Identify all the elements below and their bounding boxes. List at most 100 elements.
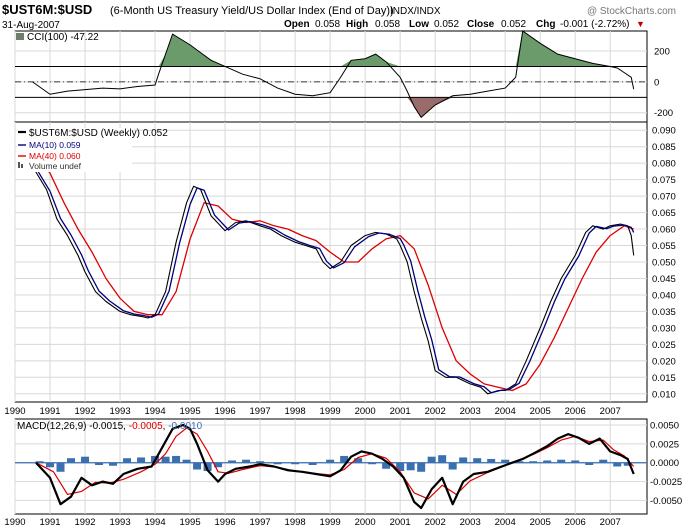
price-y-tick-label: 0.090 [652, 126, 676, 137]
price-x-tick-label: 2001 [390, 406, 411, 417]
macd-histogram-bar [340, 455, 349, 463]
price-y-tick-label: 0.010 [652, 389, 676, 400]
chart-symbol: $UST6M:$USD [2, 2, 92, 17]
price-x-tick-label: 1997 [250, 406, 271, 417]
cci-tick-label: 200 [654, 47, 670, 58]
chg-value: -0.001 (-2.72%) [560, 19, 629, 30]
price-line [32, 166, 635, 395]
macd-legend-sep1: , [123, 421, 129, 432]
macd-x-tick-label: 1995 [179, 517, 200, 528]
macd-histogram-bar [193, 462, 202, 470]
macd-x-axis: 1990 1991 1992 1993 1994 1995 1996 1997 1998 1999… [4, 517, 620, 528]
macd-tick-label: 0.0000 [650, 458, 679, 469]
stockcharts-watermark: @ StockCharts.com [587, 6, 676, 17]
price-x-tick-label: 2006 [565, 406, 586, 417]
cci-legend: CCI(100) -47.22 [27, 32, 99, 43]
price-x-tick-label: 1992 [74, 406, 95, 417]
cci-reference-lines [15, 65, 647, 98]
macd-legend-hist: -0.0010 [168, 421, 202, 432]
macd-x-tick-label: 2005 [530, 517, 551, 528]
macd-line [35, 423, 635, 510]
macd-x-tick-label: 1992 [74, 517, 95, 528]
ma10-line [35, 167, 635, 394]
price-series-group [32, 156, 635, 395]
high-label: High [346, 19, 368, 30]
chg-down-arrow-icon: ▼ [636, 19, 645, 29]
chart-header: $UST6M:$USD (6-Month US Treasury Yield/U… [2, 2, 676, 31]
close-label: Close [467, 19, 495, 30]
macd-legend-sep2: , [163, 421, 169, 432]
price-y-tick-label: 0.070 [652, 192, 676, 203]
volume-legend: Volume undef [29, 161, 82, 171]
ma40-line [35, 156, 634, 392]
macd-histogram-bar [515, 461, 524, 463]
cci-tick-label: -200 [654, 108, 673, 119]
macd-histogram-bar [182, 459, 191, 463]
macd-legend-signal: -0.0005 [129, 421, 163, 432]
macd-tick-label: 0.0050 [650, 421, 679, 432]
macd-histogram-bar [368, 462, 377, 465]
price-y-tick-label: 0.050 [652, 258, 676, 269]
macd-x-tick-label: 1999 [320, 517, 341, 528]
macd-histogram-bar [214, 462, 223, 468]
price-y-tick-label: 0.075 [652, 175, 676, 186]
price-y-tick-label: 0.080 [652, 159, 676, 170]
macd-panel-frame [14, 418, 648, 515]
chart-exchange: INDX/INDX [390, 6, 441, 17]
price-y-tick-label: 0.025 [652, 340, 676, 351]
macd-x-tick-label: 2004 [495, 517, 516, 528]
price-x-tick-label: 1998 [285, 406, 306, 417]
low-label: Low [409, 19, 429, 30]
macd-histogram-bar [56, 462, 65, 472]
price-x-tick-label: 1993 [109, 406, 130, 417]
price-x-tick-label: 2002 [425, 406, 446, 417]
macd-histogram-bar [291, 462, 300, 465]
macd-x-tick-label: 1997 [250, 517, 271, 528]
macd-histogram-bar [623, 462, 632, 466]
price-x-tick-label: 1995 [179, 406, 200, 417]
macd-histogram-bar [67, 458, 76, 463]
macd-histogram-bar [438, 455, 447, 463]
cci-line-group [32, 30, 635, 119]
macd-histogram-bar [585, 462, 594, 465]
macd-x-tick-label: 2006 [565, 517, 586, 528]
macd-tick-label: 0.0025 [650, 439, 679, 450]
macd-histogram-bar [228, 460, 237, 463]
macd-histogram-bar [123, 458, 132, 463]
macd-histogram-bar [529, 461, 538, 463]
price-x-tick-label: 1990 [4, 406, 25, 417]
price-x-tick-label: 1994 [144, 406, 165, 417]
macd-x-tick-label: 1990 [4, 517, 25, 528]
open-value: 0.058 [315, 19, 340, 30]
macd-histogram-bar [459, 457, 468, 463]
macd-histogram-bar [406, 462, 415, 471]
macd-x-tick-label: 1993 [109, 517, 130, 528]
macd-histogram-bar [203, 462, 212, 472]
chart-description: (6-Month US Treasury Yield/US Dollar Ind… [110, 5, 394, 17]
price-x-tick-label: 2005 [530, 406, 551, 417]
price-x-tick-label: 1996 [215, 406, 236, 417]
price-y-axis: 0.090 0.085 0.080 0.075 0.070 0.065 0.060 0.055… [652, 126, 676, 401]
macd-histogram-bar [487, 458, 496, 463]
macd-histogram-bar [382, 462, 391, 469]
low-value: 0.052 [434, 19, 459, 30]
open-label: Open [284, 19, 310, 30]
price-legend-main: $UST6M:$USD (Weekly) 0.052 [29, 128, 168, 139]
macd-histogram-bar [354, 458, 363, 463]
cci-area-fills [32, 31, 634, 118]
macd-panel: 0.0050 0.0025 0.0000 -0.0025 -0.0050 MACD(12… [14, 418, 682, 515]
price-x-tick-label: 2004 [495, 406, 516, 417]
macd-histogram-bar [599, 459, 608, 463]
price-x-tick-label: 2003 [460, 406, 481, 417]
high-value: 0.058 [375, 19, 400, 30]
macd-histogram [15, 455, 647, 472]
macd-histogram-bar [35, 461, 44, 463]
cci-positive-fill [32, 31, 634, 67]
macd-y-axis: 0.0050 0.0025 0.0000 -0.0025 -0.0050 [650, 421, 682, 507]
macd-histogram-bar [242, 459, 251, 463]
price-x-tick-label: 1991 [39, 406, 60, 417]
macd-histogram-bar [81, 456, 90, 463]
price-y-tick-label: 0.015 [652, 373, 676, 384]
macd-tick-label: -0.0025 [650, 477, 682, 488]
macd-histogram-bar [273, 462, 282, 465]
